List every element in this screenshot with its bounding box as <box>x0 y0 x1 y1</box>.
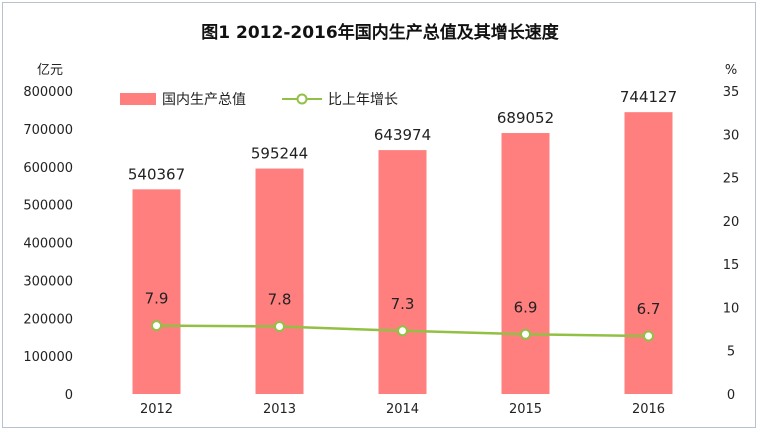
growth-point-label: 6.9 <box>514 298 538 316</box>
gdp-bar <box>255 168 304 394</box>
legend-label-gdp: 国内生产总值 <box>162 92 246 108</box>
bar-labels: 540367 595244 643974 689052 744127 <box>128 88 677 183</box>
left-tick-label: 500000 <box>23 199 73 214</box>
left-tick-label: 0 <box>65 388 73 403</box>
right-tick-label: 30 <box>723 128 740 143</box>
chart-frame <box>2 2 756 428</box>
left-tick-label: 800000 <box>23 85 73 100</box>
left-axis-ticks: 0 100000 200000 300000 400000 500000 600000 700… <box>23 85 73 403</box>
left-tick-label: 400000 <box>23 237 73 252</box>
left-tick-label: 200000 <box>23 312 73 327</box>
growth-point <box>643 330 654 342</box>
gdp-bar-label: 744127 <box>620 88 677 106</box>
chart-title: 图1 2012-2016年国内生产总值及其增长速度 <box>201 22 559 43</box>
right-tick-label: 20 <box>723 215 740 230</box>
right-axis-unit: % <box>725 63 737 78</box>
right-tick-label: 5 <box>727 345 735 360</box>
left-axis-unit: 亿元 <box>37 63 63 78</box>
right-tick-label: 15 <box>723 258 740 273</box>
right-tick-label: 10 <box>723 301 740 316</box>
x-tick-label: 2012 <box>140 402 173 417</box>
left-tick-label: 600000 <box>23 161 73 176</box>
growth-point <box>274 320 285 332</box>
gdp-bar <box>501 133 550 395</box>
gdp-bar-label: 540367 <box>128 165 185 183</box>
growth-point-label: 7.8 <box>268 290 292 308</box>
right-axis-ticks: 0 5 10 15 20 25 30 35 <box>723 85 740 403</box>
legend-label-growth: 比上年增长 <box>328 92 398 108</box>
x-tick-label: 2013 <box>263 402 296 417</box>
legend: 国内生产总值 比上年增长 <box>120 92 398 108</box>
left-tick-label: 300000 <box>23 274 73 289</box>
right-tick-label: 35 <box>723 85 740 100</box>
x-axis-ticks: 2012 2013 2014 2015 2016 <box>140 402 665 417</box>
growth-point <box>397 325 408 337</box>
gdp-bar <box>132 189 181 394</box>
left-tick-label: 700000 <box>23 123 73 138</box>
right-tick-label: 25 <box>723 172 740 187</box>
growth-point-label: 7.3 <box>391 295 415 313</box>
growth-point <box>151 320 162 332</box>
x-tick-label: 2015 <box>509 402 542 417</box>
gdp-bar <box>624 112 673 394</box>
x-tick-label: 2014 <box>386 402 419 417</box>
gdp-bar-label: 643974 <box>374 126 431 144</box>
gdp-bar <box>378 150 427 394</box>
x-tick-label: 2016 <box>632 402 665 417</box>
growth-point <box>520 328 531 340</box>
growth-point-label: 6.7 <box>637 300 661 318</box>
growth-point-label: 7.9 <box>145 290 169 308</box>
gdp-bar-label: 689052 <box>497 109 554 127</box>
growth-line-layer: 7.9 7.8 7.3 6.9 6.7 <box>145 290 661 342</box>
legend-marker-growth <box>296 93 308 105</box>
legend-swatch-gdp <box>120 93 156 105</box>
left-tick-label: 100000 <box>23 350 73 365</box>
right-tick-label: 0 <box>727 388 735 403</box>
gdp-bar-label: 595244 <box>251 145 308 163</box>
bars <box>132 112 673 395</box>
